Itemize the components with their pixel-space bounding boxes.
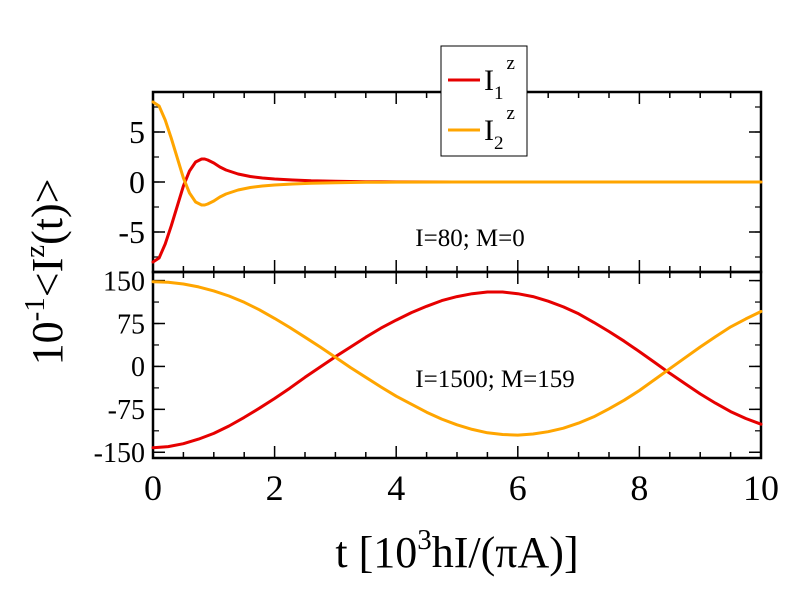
x-tick-label: 4 [387, 468, 405, 508]
legend-label-1: I1z [484, 53, 515, 104]
legend-box [440, 45, 528, 157]
legend-label-1-sup: z [507, 53, 515, 74]
y-axis-label-exponent: -1 [19, 297, 51, 321]
y-axis-label-sup: z [19, 245, 51, 258]
x-tick-label: 10 [743, 468, 779, 508]
legend-label-2-sub: 2 [494, 133, 504, 154]
top-ytick-label: 0 [129, 164, 145, 200]
top-ytick-label: -5 [118, 214, 145, 250]
y-axis-label: 10-1<Iz(t)> [19, 179, 72, 366]
x-axis-label-suffix: hI/(πA)] [432, 528, 579, 577]
legend-label-2: I2z [484, 103, 515, 154]
bottom-axis-ticks: 0 2 4 6 8 10 -150 -75 0 75 150 [94, 266, 779, 508]
legend-label-2-sup: z [507, 103, 515, 124]
bottom-ytick-label: -150 [94, 438, 145, 469]
bottom-series-I1z [151, 290, 763, 450]
legend: I1z I2z [440, 45, 528, 157]
bottom-ytick-label: 150 [103, 266, 145, 297]
y-axis-label-base: 10 [23, 321, 72, 365]
bottom-series-I2z [151, 280, 763, 437]
bottom-plot-frame [151, 270, 763, 460]
x-tick-label: 2 [266, 468, 284, 508]
top-series-group [151, 100, 763, 264]
x-axis-label-sup: 3 [417, 524, 432, 556]
y-axis-label-close: (t)> [23, 179, 72, 245]
bottom-annotation: I=1500; M=159 [415, 366, 574, 393]
legend-label-2-base: I [484, 114, 494, 147]
x-tick-label: 0 [144, 468, 162, 508]
top-series-I2z [151, 100, 763, 207]
legend-label-1-base: I [484, 64, 494, 97]
top-annotation: I=80; M=0 [415, 225, 524, 252]
bottom-ytick-label: 75 [117, 309, 145, 340]
legend-label-1-sub: 1 [494, 83, 504, 104]
bottom-series-group [151, 280, 763, 450]
x-axis-label-prefix: t [10 [335, 528, 417, 577]
x-tick-label: 8 [630, 468, 648, 508]
bottom-ytick-label: -75 [108, 395, 145, 426]
bottom-ytick-label: 0 [131, 352, 145, 383]
x-axis-label: t [103hI/(πA)] [335, 524, 578, 577]
x-tick-label: 6 [509, 468, 527, 508]
top-ytick-label: 5 [129, 114, 145, 150]
y-axis-label-open: <I [23, 258, 72, 297]
